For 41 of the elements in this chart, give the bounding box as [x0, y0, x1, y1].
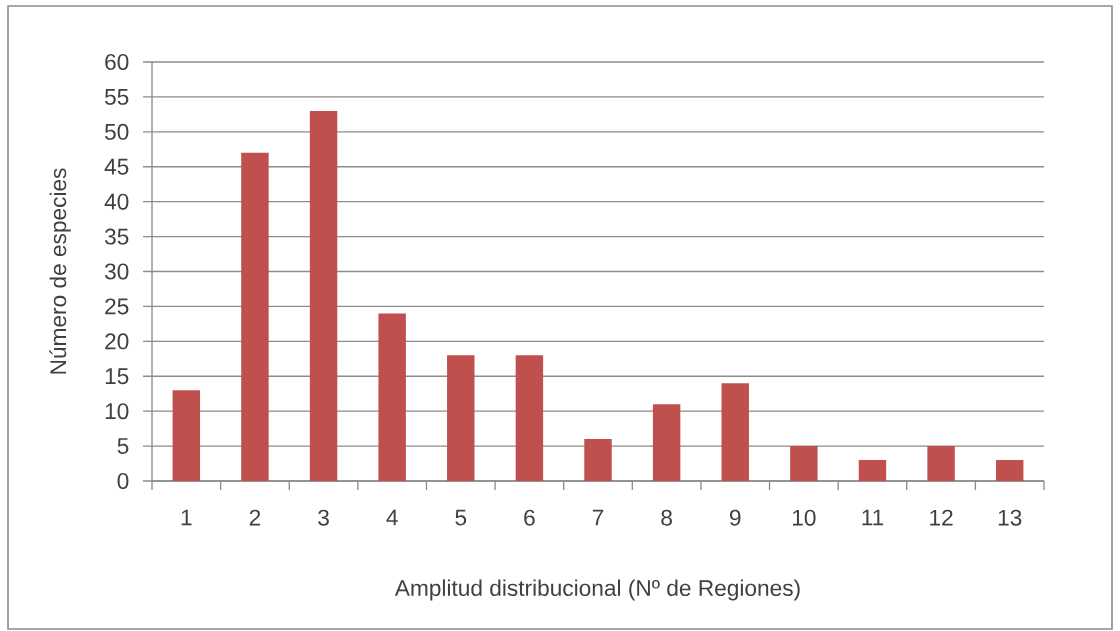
x-tick-label: 9: [730, 509, 741, 526]
y-tick-label: 25: [105, 298, 129, 315]
y-tick-label: 10: [105, 403, 129, 420]
y-tick-label: 15: [105, 368, 129, 385]
bar: [927, 446, 955, 481]
bar: [790, 446, 818, 481]
y-axis-title: Número de especies: [49, 168, 71, 374]
y-tick-label: 5: [117, 438, 129, 454]
y-tick-label: 55: [104, 89, 129, 105]
x-tick-label: 13: [998, 509, 1022, 526]
bar: [858, 460, 887, 481]
bar: [652, 404, 681, 481]
x-tick-label: 5: [455, 509, 467, 526]
y-tick-label: 40: [104, 193, 129, 210]
x-tick-label: 11: [862, 509, 884, 526]
x-axis-title: Amplitud distribucional (Nº de Regiones): [394, 579, 800, 601]
y-tick-label: 20: [105, 333, 129, 350]
bar: [447, 355, 475, 481]
x-tick-label: 8: [661, 509, 672, 526]
x-tick-label: 7: [592, 509, 604, 526]
y-tick-label: 50: [104, 123, 129, 140]
x-tick-label: 10: [792, 509, 816, 526]
bar: [515, 355, 544, 481]
y-tick-label: 35: [104, 228, 129, 245]
y-tick-label: 60: [105, 53, 129, 71]
x-tick-label: 1: [181, 509, 192, 526]
bar: [584, 439, 612, 481]
x-tick-label: 2: [249, 509, 261, 526]
y-tick-label: 0: [117, 472, 129, 490]
bar: [995, 460, 1024, 481]
y-tick-label: 45: [104, 158, 129, 175]
y-tick-label: 30: [104, 263, 129, 280]
bar: [309, 110, 338, 481]
bar: [721, 383, 749, 481]
x-tick-label: 12: [930, 509, 953, 526]
bar: [378, 313, 406, 481]
x-tick-label: 6: [524, 509, 535, 526]
x-tick-label: 4: [386, 509, 398, 526]
bar: [172, 390, 201, 481]
bar: [241, 152, 269, 481]
x-tick-label: 3: [318, 509, 329, 526]
